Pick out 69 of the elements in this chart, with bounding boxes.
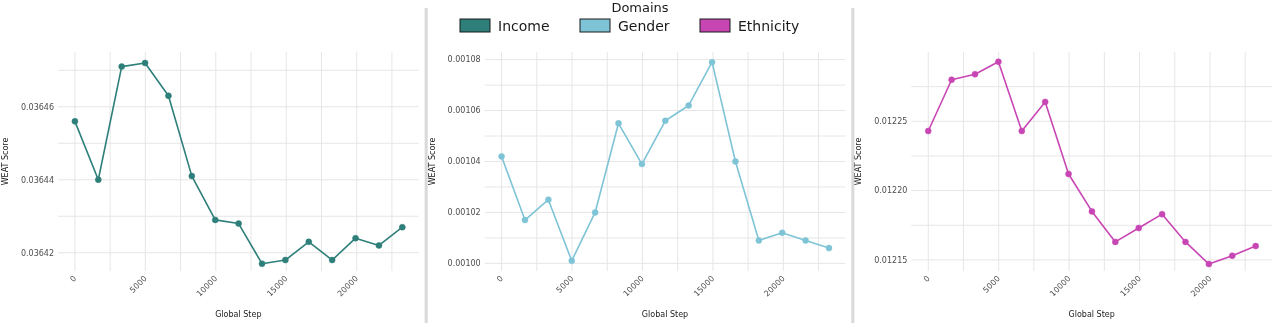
point	[211, 216, 219, 224]
y-tick-label: 0.00106	[447, 106, 481, 116]
y-tick-label: 0.01225	[874, 117, 908, 127]
point	[971, 70, 979, 78]
point	[258, 260, 266, 267]
y-tick-label: 0.00100	[447, 259, 481, 269]
legend-label: Gender	[618, 17, 670, 34]
point	[282, 256, 289, 264]
y-tick-label: 0.03644	[20, 175, 54, 185]
point	[1158, 210, 1166, 218]
point	[375, 242, 383, 249]
point	[1112, 238, 1119, 246]
y-tick-label: 0.00108	[447, 55, 481, 65]
legend-label: Income	[498, 17, 550, 34]
point	[638, 160, 646, 168]
x-tick-label: 0	[68, 274, 79, 284]
point	[995, 58, 1002, 65]
point	[732, 158, 739, 165]
point	[948, 76, 955, 83]
point	[305, 238, 313, 246]
point	[521, 216, 529, 224]
point	[662, 117, 669, 125]
point	[685, 102, 692, 109]
point	[1041, 98, 1049, 106]
y-tick-label: 0.00104	[447, 157, 481, 167]
point	[825, 244, 833, 252]
y-axis-title: WEAT Score	[854, 137, 864, 186]
point	[118, 63, 125, 70]
y-axis-title: WEAT Score	[1, 137, 10, 186]
legend-label: Ethnicity	[738, 17, 800, 34]
point	[545, 196, 552, 203]
x-axis-title: Global Step	[215, 310, 262, 319]
point	[615, 120, 622, 127]
point	[1229, 252, 1236, 259]
point	[352, 234, 359, 242]
point	[188, 172, 196, 180]
point	[165, 92, 172, 100]
point	[778, 229, 786, 237]
point	[1065, 170, 1072, 178]
y-axis-title: WEAT Score	[427, 137, 437, 186]
point	[755, 237, 763, 244]
point	[1182, 238, 1189, 246]
point	[591, 209, 599, 216]
point	[1205, 260, 1213, 268]
y-tick-label: 0.01215	[874, 255, 908, 265]
x-tick-label: 0	[495, 274, 505, 284]
point	[141, 59, 149, 67]
y-tick-label: 0.03646	[20, 102, 54, 112]
y-tick-label: 0.01220	[874, 186, 908, 196]
point	[399, 223, 406, 231]
x-axis-title: Global Step	[641, 310, 689, 319]
y-tick-label: 0.03642	[20, 248, 54, 258]
x-tick-label: 0	[921, 274, 932, 284]
point	[568, 257, 575, 265]
point	[1018, 127, 1026, 135]
point	[498, 153, 505, 160]
point	[1135, 224, 1142, 232]
point	[1088, 208, 1096, 215]
point	[924, 127, 932, 135]
y-tick-label: 0.00102	[447, 208, 481, 218]
point	[802, 237, 809, 244]
point	[328, 256, 336, 264]
point	[71, 118, 79, 125]
point	[95, 176, 102, 183]
x-axis-title: Global Step	[1068, 310, 1115, 319]
point	[235, 220, 242, 227]
legend-title: Domains	[611, 0, 669, 15]
point	[708, 58, 716, 66]
point	[1252, 242, 1259, 250]
